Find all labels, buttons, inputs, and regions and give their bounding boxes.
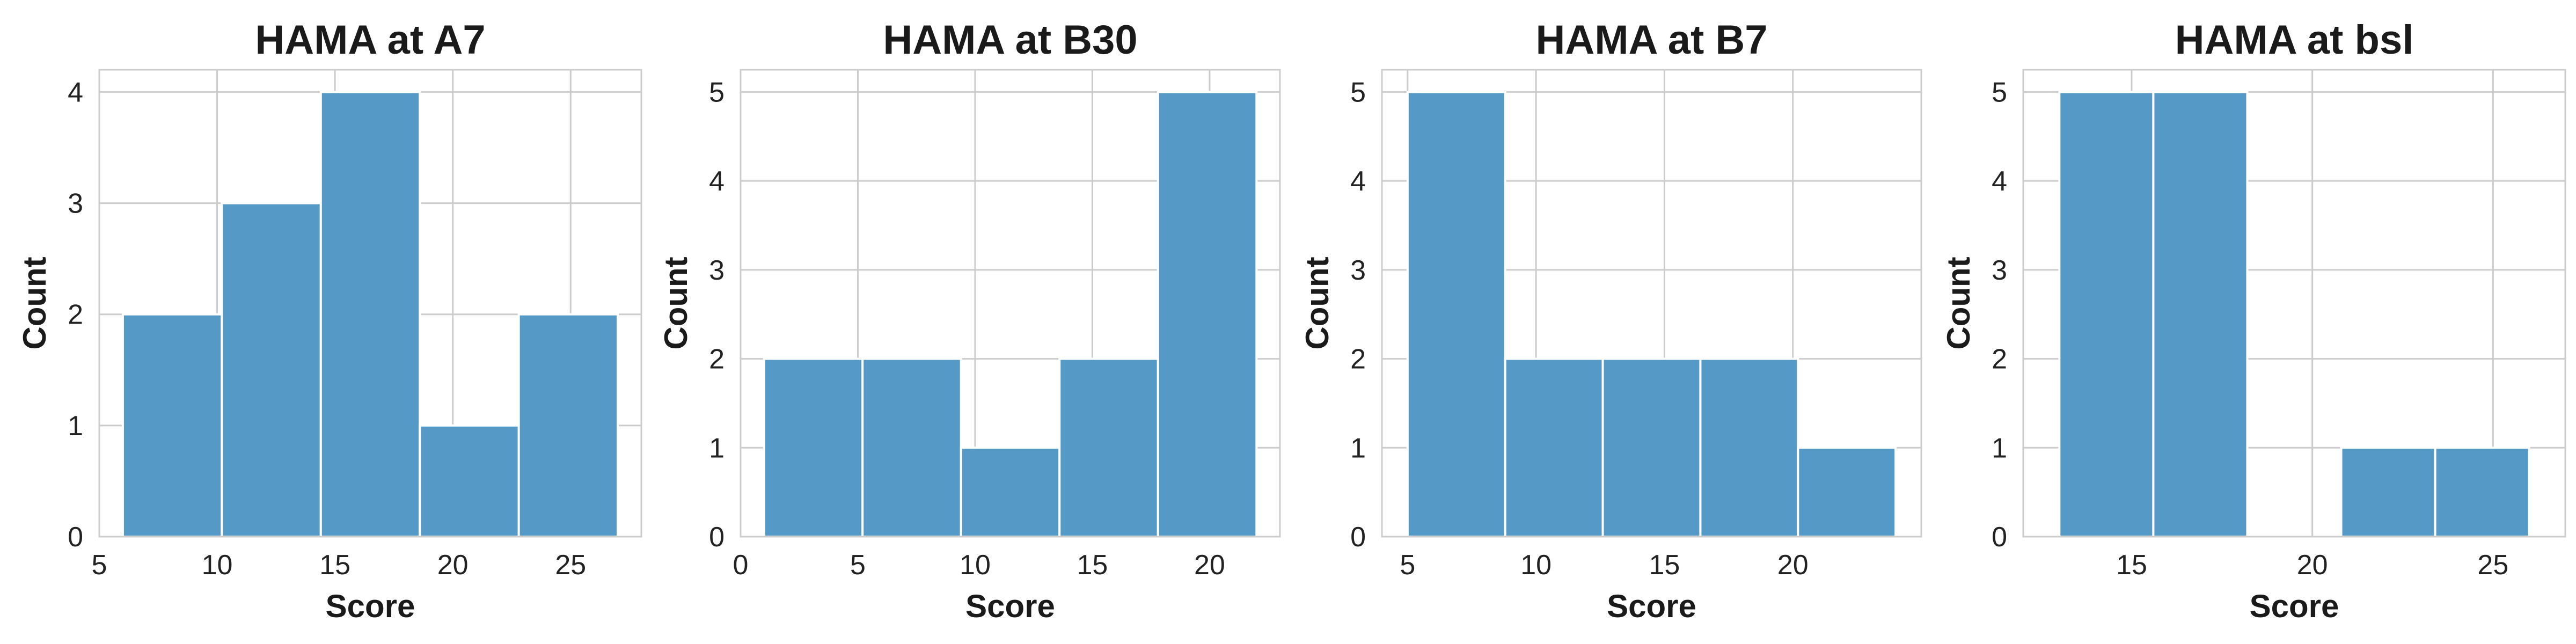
histogram-bar	[861, 357, 962, 538]
y-tick-label: 5	[1992, 77, 2007, 108]
histogram-bar	[2058, 91, 2155, 538]
histogram-bar	[2152, 91, 2249, 538]
x-tick-label: 15	[319, 550, 350, 581]
y-tick-label: 1	[1350, 433, 1366, 464]
x-tick-label: 20	[437, 550, 469, 581]
x-tick-label: 0	[733, 550, 749, 581]
x-tick-label: 20	[1777, 550, 1809, 581]
x-tick-label: 5	[92, 550, 107, 581]
y-axis-label: Count	[17, 257, 53, 349]
y-tick-label: 1	[68, 411, 83, 442]
x-tick-label: 20	[2297, 550, 2328, 581]
y-tick-label: 5	[1350, 77, 1366, 108]
y-tick-label: 0	[68, 522, 83, 553]
y-tick-label: 3	[709, 255, 724, 286]
y-axis-label: Count	[658, 257, 694, 349]
histogram-bar	[2340, 447, 2436, 538]
x-tick-label: 10	[202, 550, 233, 581]
y-tick-label: 2	[68, 299, 83, 331]
x-axis-label: Score	[1607, 588, 1696, 624]
histogram-bar	[1504, 357, 1604, 538]
histogram-panel-1: 5 10 15 20 25 0 1 2 3 4 HAMA at A7 Score Count	[17, 17, 642, 624]
y-tick-label: 4	[68, 77, 83, 108]
histogram-bar	[763, 357, 864, 538]
y-tick-label: 4	[1992, 166, 2007, 197]
y-tick-label: 4	[1350, 166, 1366, 197]
x-tick-label: 20	[1194, 550, 1225, 581]
y-tick-label: 4	[709, 166, 724, 197]
plot-frame	[740, 69, 1281, 538]
histogram-bar	[319, 91, 421, 538]
y-axis-label: Count	[1299, 257, 1335, 349]
y-tick-label: 3	[68, 188, 83, 219]
histogram-bar	[1699, 357, 1799, 538]
x-tick-label: 25	[2477, 550, 2508, 581]
y-tick-label: 2	[1992, 344, 2007, 375]
y-tick-label: 0	[1992, 522, 2007, 553]
histogram-panel-3: 5 10 15 20 0 1 2 3 4 5 HAMA at B7 Score Count	[1299, 17, 1922, 624]
plot-frame	[1381, 69, 1922, 538]
y-tick-label: 2	[709, 344, 724, 375]
chart-title: HAMA at bsl	[2175, 17, 2414, 63]
histogram-bar	[960, 447, 1061, 538]
histogram-bar	[517, 313, 619, 538]
histogram-bar	[1601, 357, 1702, 538]
x-tick-label: 10	[960, 550, 991, 581]
histogram-bar	[221, 202, 322, 538]
x-tick-label: 15	[2116, 550, 2147, 581]
x-tick-label: 15	[1077, 550, 1108, 581]
y-tick-label: 1	[1992, 433, 2007, 464]
chart-title: HAMA at B30	[883, 17, 1137, 63]
x-tick-label: 5	[1400, 550, 1415, 581]
histogram-bar	[2434, 447, 2530, 538]
histogram-bar	[419, 424, 520, 538]
x-tick-label: 25	[555, 550, 586, 581]
chart-title: HAMA at A7	[255, 17, 485, 63]
x-axis-label: Score	[965, 588, 1055, 624]
y-tick-label: 0	[1350, 522, 1366, 553]
y-tick-label: 3	[1992, 255, 2007, 286]
x-axis-label: Score	[2250, 588, 2339, 624]
y-tick-label: 3	[1350, 255, 1366, 286]
y-tick-label: 1	[709, 433, 724, 464]
histogram-bar	[1157, 91, 1258, 538]
x-axis-label: Score	[326, 588, 415, 624]
x-tick-label: 5	[850, 550, 866, 581]
x-tick-label: 10	[1520, 550, 1552, 581]
histogram-bar	[1406, 91, 1506, 538]
histogram-bar	[1058, 357, 1159, 538]
chart-title: HAMA at B7	[1535, 17, 1767, 63]
histogram-panel-2: 0 5 10 15 20 0 1 2 3 4 5 HAMA at B30 Score Count	[658, 17, 1281, 624]
plot-frame	[2022, 69, 2566, 538]
y-tick-label: 2	[1350, 344, 1366, 375]
histogram-bar	[1797, 447, 1897, 538]
plot-frame	[98, 69, 642, 538]
histogram-bar	[121, 313, 223, 538]
y-tick-label: 0	[709, 522, 724, 553]
x-tick-label: 15	[1649, 550, 1680, 581]
y-axis-label: Count	[1941, 257, 1977, 349]
y-tick-label: 5	[709, 77, 724, 108]
histogram-panel-4: 15 20 25 0 1 2 3 4 5 HAMA at bsl Score Count	[1941, 17, 2566, 624]
